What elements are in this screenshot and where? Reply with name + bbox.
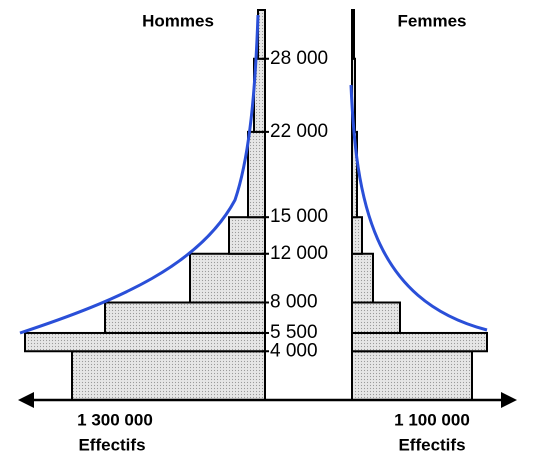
y-tick-label: 15 000 [270,206,328,227]
y-tick-label: 22 000 [270,121,328,142]
bar [351,252,374,304]
bar [228,216,266,255]
arrow-left [18,392,34,408]
y-tick-label: 4 000 [270,340,318,361]
bar [71,350,266,401]
y-tick-label: 28 000 [270,48,328,69]
bar [351,331,488,353]
bar [351,301,401,334]
bar [247,130,266,219]
women-total: 1 100 000 [394,410,470,429]
y-tick-label: 12 000 [270,243,328,264]
bar [189,252,266,304]
women-title: Femmes [398,11,467,30]
bar [351,216,363,255]
men-total: 1 300 000 [77,410,153,429]
men-curve [19,14,260,335]
bar [24,331,266,353]
bar [104,301,266,334]
men-axis-label: Effectifs [78,435,145,454]
y-tick-label: 5 500 [270,322,318,343]
women-axis-label: Effectifs [398,435,465,454]
arrow-right [501,392,517,408]
bar [351,350,473,401]
bars [24,9,488,401]
men-title: Hommes [142,11,214,30]
women-curve [349,84,488,332]
y-tick-label: 8 000 [270,292,318,313]
